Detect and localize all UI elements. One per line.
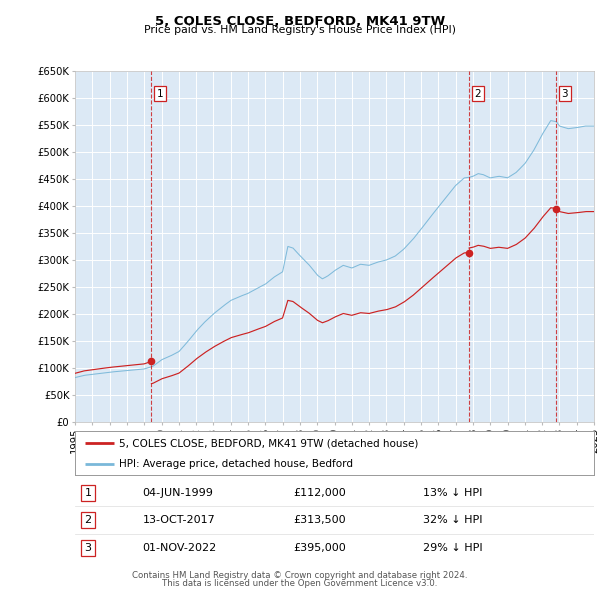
Text: Contains HM Land Registry data © Crown copyright and database right 2024.: Contains HM Land Registry data © Crown c… xyxy=(132,571,468,579)
Text: 3: 3 xyxy=(562,88,568,99)
Text: £112,000: £112,000 xyxy=(293,488,346,498)
Text: 29% ↓ HPI: 29% ↓ HPI xyxy=(423,543,482,553)
Text: 3: 3 xyxy=(85,543,91,553)
Text: 5, COLES CLOSE, BEDFORD, MK41 9TW (detached house): 5, COLES CLOSE, BEDFORD, MK41 9TW (detac… xyxy=(119,438,418,448)
Text: HPI: Average price, detached house, Bedford: HPI: Average price, detached house, Bedf… xyxy=(119,459,353,469)
Text: 5, COLES CLOSE, BEDFORD, MK41 9TW: 5, COLES CLOSE, BEDFORD, MK41 9TW xyxy=(155,15,445,28)
Text: This data is licensed under the Open Government Licence v3.0.: This data is licensed under the Open Gov… xyxy=(163,579,437,588)
Text: Price paid vs. HM Land Registry's House Price Index (HPI): Price paid vs. HM Land Registry's House … xyxy=(144,25,456,35)
Text: 13% ↓ HPI: 13% ↓ HPI xyxy=(423,488,482,498)
Text: 01-NOV-2022: 01-NOV-2022 xyxy=(142,543,217,553)
Text: 32% ↓ HPI: 32% ↓ HPI xyxy=(423,515,482,525)
Text: 1: 1 xyxy=(85,488,91,498)
Text: 2: 2 xyxy=(85,515,92,525)
Text: 04-JUN-1999: 04-JUN-1999 xyxy=(142,488,214,498)
Text: 13-OCT-2017: 13-OCT-2017 xyxy=(142,515,215,525)
Text: 2: 2 xyxy=(474,88,481,99)
Text: £313,500: £313,500 xyxy=(293,515,346,525)
Text: £395,000: £395,000 xyxy=(293,543,346,553)
Text: 1: 1 xyxy=(157,88,163,99)
